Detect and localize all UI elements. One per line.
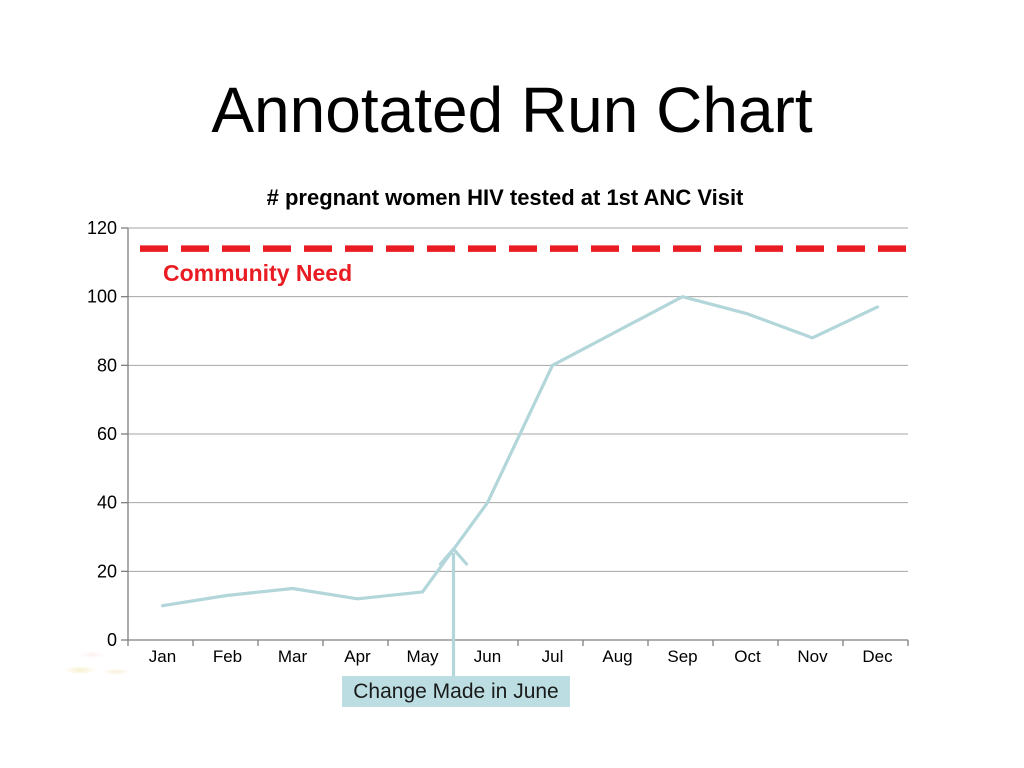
y-axis-tick-label: 60 bbox=[97, 424, 117, 444]
y-axis-tick-label: 40 bbox=[97, 493, 117, 513]
annotation-box bbox=[342, 676, 570, 707]
y-axis-tick-label: 0 bbox=[107, 630, 117, 650]
x-axis-tick-label: Jun bbox=[474, 647, 501, 666]
y-axis-tick-label: 100 bbox=[87, 287, 117, 307]
data-line bbox=[160, 295, 880, 608]
chart-title: # pregnant women HIV tested at 1st ANC V… bbox=[266, 185, 744, 210]
x-axis-tick-label: Aug bbox=[602, 647, 632, 666]
y-axis-tick-label: 120 bbox=[87, 218, 117, 238]
y-axis-tick-label: 20 bbox=[97, 561, 117, 581]
reference-line-label: Community Need bbox=[163, 260, 352, 286]
x-axis-tick-label: Nov bbox=[797, 647, 828, 666]
slide-title: Annotated Run Chart bbox=[211, 74, 813, 146]
x-axis-tick-label: Feb bbox=[213, 647, 242, 666]
x-axis-tick-label: Mar bbox=[278, 647, 308, 666]
x-axis-tick-label: Jul bbox=[542, 647, 564, 666]
x-axis-tick-label: Oct bbox=[734, 647, 761, 666]
x-axis-tick-label: May bbox=[406, 647, 439, 666]
annotation-label: Change Made in June bbox=[353, 680, 558, 703]
run-chart: Community Need 0 20 40 60 80 100 120 Jan Feb Mar Ap… bbox=[87, 218, 909, 707]
y-axis-tick-label: 80 bbox=[97, 355, 117, 375]
x-axis-tick-label: Jan bbox=[149, 647, 176, 666]
x-axis-tick-label: Dec bbox=[862, 647, 893, 666]
annotation-arrow-head bbox=[438, 547, 469, 566]
x-axis-tick-label: Sep bbox=[667, 647, 697, 666]
x-axis-tick-label: Apr bbox=[344, 647, 371, 666]
